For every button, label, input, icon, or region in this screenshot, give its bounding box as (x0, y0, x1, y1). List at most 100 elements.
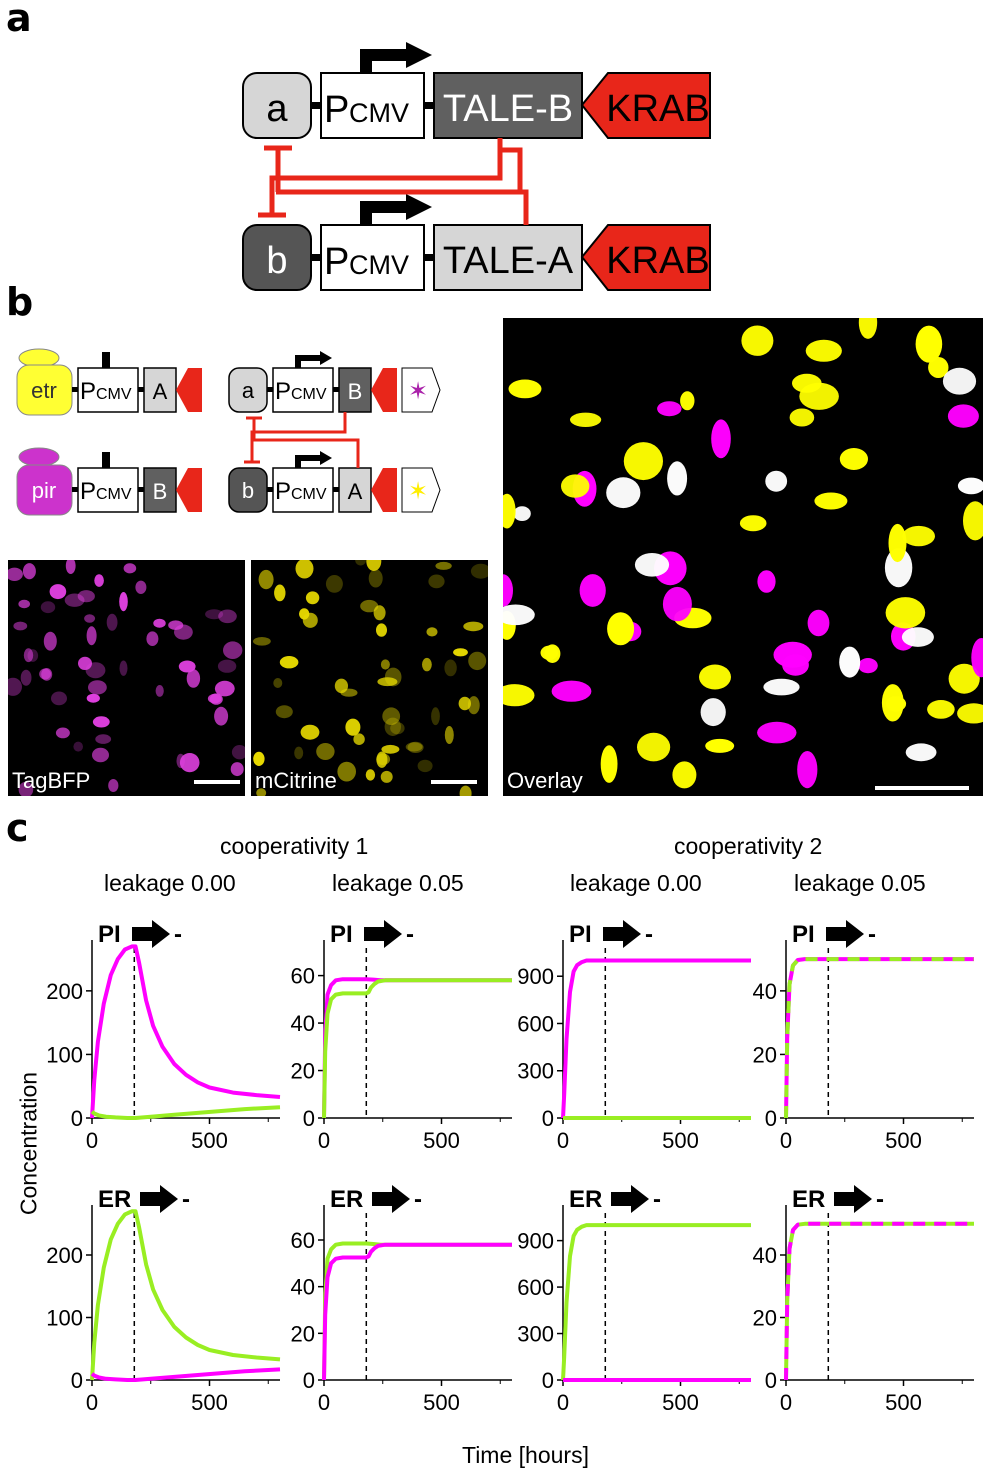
cell-blob (799, 382, 839, 410)
cell-blob (928, 357, 949, 378)
cell-blob (561, 474, 590, 498)
cell-blob (700, 698, 726, 727)
arrow-icon (631, 1185, 649, 1213)
krab-bottom (580, 224, 711, 291)
cell-blob (417, 759, 433, 773)
cell-blob (467, 696, 480, 715)
y-tick-label: 20 (753, 1042, 777, 1067)
cell-blob (915, 325, 943, 363)
cell-blob (8, 677, 22, 696)
cell-blob (503, 684, 535, 707)
cell-blob (814, 492, 848, 510)
cell-blob (18, 781, 34, 796)
cell-blob (218, 609, 237, 624)
cell-blob (65, 560, 76, 574)
cell-blob (123, 563, 137, 574)
row-label: ER (569, 1186, 602, 1213)
repression-lines (258, 138, 529, 225)
cell-blob (106, 613, 118, 631)
tale-b-box (433, 72, 583, 139)
cell-blob (256, 788, 267, 796)
cell-blob (789, 408, 815, 427)
promoter-label: P (80, 378, 96, 405)
cell-blob (705, 738, 735, 753)
cell-blob (345, 718, 361, 736)
series-line-magenta (90, 944, 281, 1119)
y-tick-label: 40 (291, 1011, 315, 1036)
cell-blob (88, 680, 107, 695)
cell-blob (551, 680, 592, 702)
cell-blob (186, 669, 201, 688)
cell-blob (108, 779, 119, 792)
mcitrine-image: mCitrine (251, 560, 488, 796)
cell-blob (662, 586, 692, 622)
cell-blob (305, 591, 320, 605)
cell-blob (948, 663, 980, 694)
x-tick-label: 0 (86, 1390, 98, 1415)
overlay-label: Overlay (507, 768, 583, 793)
cell-blob (503, 604, 535, 626)
series-line-magenta (784, 957, 974, 1119)
scale-bar (431, 780, 477, 784)
arrow-icon (160, 1185, 178, 1213)
mcitrine-label: mCitrine (255, 768, 337, 793)
cell-blob (13, 621, 28, 631)
chart-PI-2: 0 300 600 900 0 500 PI - (517, 920, 751, 1153)
cell-blob (459, 785, 472, 796)
x-tick-label: 500 (662, 1128, 699, 1153)
arrow-icon (384, 920, 402, 948)
arrow-suffix: - (182, 1186, 190, 1213)
tale-label: A (153, 379, 168, 404)
y-tick-label: 100 (46, 1306, 83, 1331)
chart-ER-1: 0 20 40 60 0 500 ER - (291, 1185, 512, 1415)
arrow-suffix: - (414, 1186, 422, 1213)
cell-blob (39, 668, 51, 680)
y-tick-label: 20 (291, 1321, 315, 1346)
series-line-green (322, 978, 512, 1119)
cell-blob (49, 584, 67, 600)
cell-blob (153, 618, 166, 628)
cell-blob (373, 605, 386, 621)
y-tick-label: 0 (71, 1106, 83, 1131)
promoter-sub-bottom: CMV (349, 250, 409, 280)
series-line-magenta (784, 1221, 974, 1381)
cell-blob (295, 560, 314, 579)
cell-blob (302, 612, 318, 628)
cell-blob (253, 751, 265, 766)
series-line-green (561, 1223, 751, 1381)
cell-blob (468, 651, 487, 671)
cell-blob (699, 664, 731, 690)
cell-blob (337, 761, 356, 782)
cell-blob (805, 339, 842, 362)
arrow-suffix: - (653, 1186, 661, 1213)
cell-blob (380, 770, 393, 783)
promoter-label: P (275, 478, 291, 505)
x-tick-label: 0 (86, 1128, 98, 1153)
cell-blob (858, 318, 878, 339)
x-tick-label: 500 (662, 1390, 699, 1415)
x-tick-label: 0 (780, 1390, 792, 1415)
y-tick-label: 20 (291, 1059, 315, 1084)
cell-blob (757, 721, 797, 744)
y-tick-label: 40 (753, 979, 777, 1004)
promoter-sub-top: CMV (349, 98, 409, 128)
pir-label: pir (32, 478, 56, 503)
cell-blob (360, 599, 379, 613)
cell-blob (43, 631, 57, 651)
scale-bar (194, 780, 240, 784)
arrow-icon (152, 920, 170, 948)
arrow-suffix: - (406, 921, 414, 948)
y-tick-label: 900 (517, 964, 554, 989)
cell-blob (155, 685, 164, 697)
cell-blob (763, 678, 800, 696)
cell-blob (971, 638, 983, 678)
cell-blob (214, 680, 235, 697)
cell-blob (672, 761, 697, 789)
cell-blob (902, 525, 935, 547)
cell-blob (77, 590, 95, 603)
chart-PI-3: 0 20 40 0 500 PI - (753, 920, 974, 1153)
node-b-label: b (266, 240, 287, 282)
cell-blob (739, 515, 767, 532)
krab-bottom-label: KRAB (606, 240, 709, 282)
cell-blob (600, 745, 618, 783)
